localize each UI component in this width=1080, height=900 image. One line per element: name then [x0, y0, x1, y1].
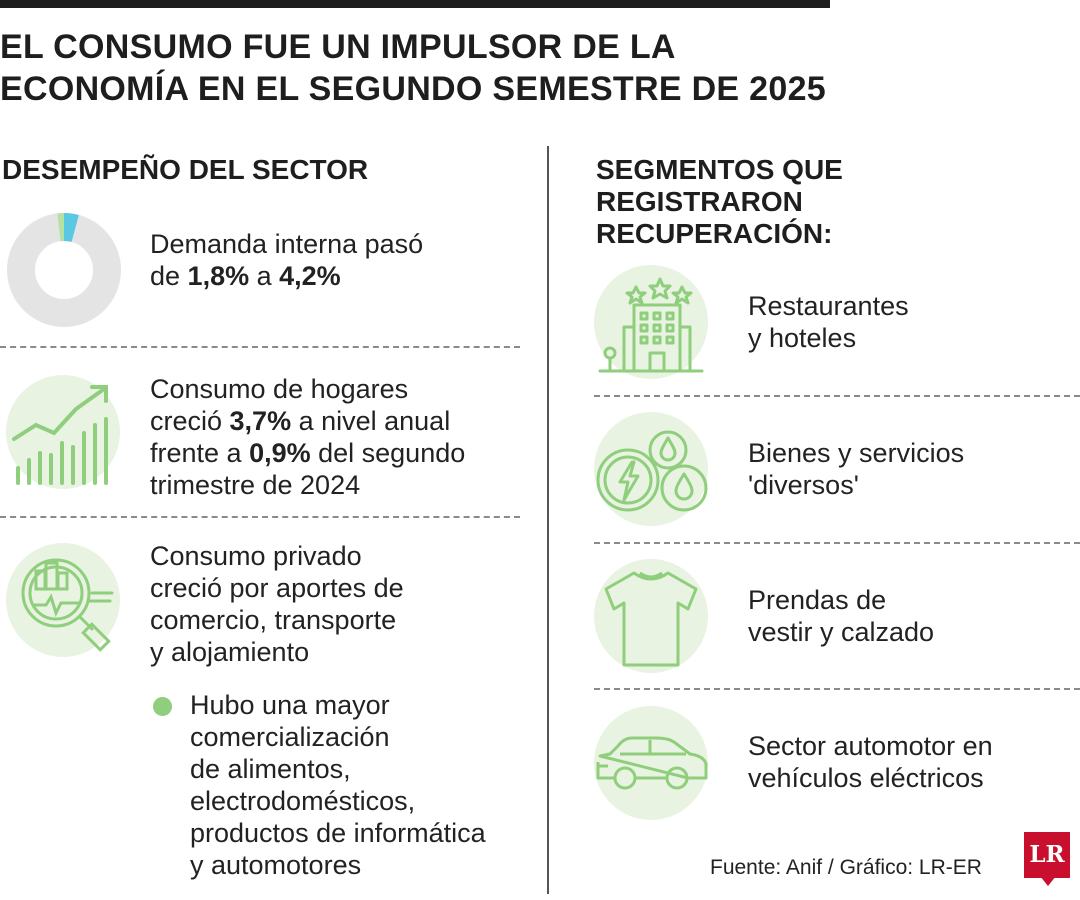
donut-chart-icon [6, 212, 122, 328]
title-line-1: EL CONSUMO FUE UN IMPULSOR DE LA [0, 28, 676, 66]
segment-text-4: Sector automotor en vehículos eléctricos [748, 730, 1078, 794]
energy-water-icon [594, 412, 708, 526]
left-section-heading: DESEMPEÑO DEL SECTOR [2, 154, 369, 185]
demanda-to-label: a [249, 261, 280, 291]
privado-line-1: Consumo privado [150, 541, 362, 571]
bullet-dot-icon [153, 697, 172, 716]
divider-left-1 [0, 346, 520, 348]
rising-bar-chart-icon [6, 375, 120, 489]
privado-text: Consumo privado creció por aportes de co… [150, 540, 540, 668]
divider-right-1 [594, 395, 1080, 397]
bullet-line-1: Hubo una mayor [190, 690, 390, 720]
page-title: EL CONSUMO FUE UN IMPULSOR DE LA ECONOMÍ… [0, 26, 1000, 110]
right-heading-line-1: SEGMENTOS QUE [596, 154, 843, 185]
segment-2-line-2: 'diversos' [748, 470, 859, 500]
segment-3-line-2: vestir y calzado [748, 617, 935, 647]
bullet-text: Hubo una mayor comercialización de alime… [190, 689, 530, 881]
hogares-line-3: frente a 0,9% del segundo [150, 437, 540, 469]
segment-text-3: Prendas de vestir y calzado [748, 584, 1068, 648]
hogares-line-2: creció 3,7% a nivel anual [150, 405, 540, 437]
segment-text-2: Bienes y servicios 'diversos' [748, 437, 1068, 501]
segment-2-line-1: Bienes y servicios [748, 438, 965, 468]
right-heading-line-3: RECUPERACIÓN: [596, 218, 833, 249]
tshirt-icon [594, 559, 708, 673]
demanda-from-label: de [150, 261, 188, 291]
hogares-value: 3,7% [229, 406, 292, 436]
demanda-line-1: Demanda interna pasó [150, 229, 424, 259]
privado-line-3: comercio, transporte [150, 605, 397, 635]
lr-logo: LR [1024, 832, 1070, 878]
privado-line-2: creció por aportes de [150, 573, 404, 603]
bullet-line-6: y automotores [190, 850, 362, 880]
segment-text-1: Restaurantes y hoteles [748, 290, 1068, 354]
segment-1-line-1: Restaurantes [748, 291, 909, 321]
hogares-prev-value: 0,9% [249, 438, 311, 468]
bullet-line-5: productos de informática [190, 818, 486, 848]
hogares-vs-label: frente a [150, 438, 250, 468]
right-section-heading: SEGMENTOS QUE REGISTRARON RECUPERACIÓN: [596, 154, 956, 250]
bullet-line-3: de alimentos, [190, 754, 351, 784]
bullet-line-4: electrodomésticos, [190, 786, 416, 816]
right-heading-line-2: REGISTRARON [596, 186, 803, 217]
hogares-annual-label: a nivel anual [291, 406, 451, 436]
title-line-2: ECONOMÍA EN EL SEGUNDO SEMESTRE DE 2025 [0, 70, 826, 108]
demanda-line-2: de 1,8% a 4,2% [150, 260, 530, 292]
hogares-line-1: Consumo de hogares [150, 374, 409, 404]
hogares-grew-label: creció [150, 406, 230, 436]
demanda-text: Demanda interna pasó de 1,8% a 4,2% [150, 228, 530, 292]
hotel-building-icon [594, 265, 708, 379]
bullet-line-2: comercialización [190, 722, 390, 752]
donut-segment-current [63, 213, 79, 243]
segment-1-line-2: y hoteles [748, 323, 857, 353]
divider-left-2 [0, 516, 520, 518]
segment-4-line-1: Sector automotor en [748, 731, 993, 761]
hogares-text: Consumo de hogares creció 3,7% a nivel a… [150, 373, 540, 501]
source-credit: Fuente: Anif / Gráfico: LR-ER [710, 856, 982, 879]
divider-right-3 [594, 688, 1080, 690]
column-divider [547, 146, 549, 894]
top-rule [0, 0, 830, 8]
privado-line-4: y alojamiento [150, 637, 310, 667]
car-icon [594, 706, 708, 820]
lr-logo-tail [1040, 876, 1056, 886]
hogares-line-4: trimestre de 2024 [150, 470, 361, 500]
demanda-new-value: 4,2% [279, 261, 341, 291]
hogares-second-label: del segundo [310, 438, 466, 468]
segment-4-line-2: vehículos eléctricos [748, 763, 984, 793]
demanda-prev-value: 1,8% [187, 261, 250, 291]
segment-3-line-1: Prendas de [748, 585, 887, 615]
magnifier-analysis-icon [6, 543, 120, 657]
divider-right-2 [594, 542, 1080, 544]
